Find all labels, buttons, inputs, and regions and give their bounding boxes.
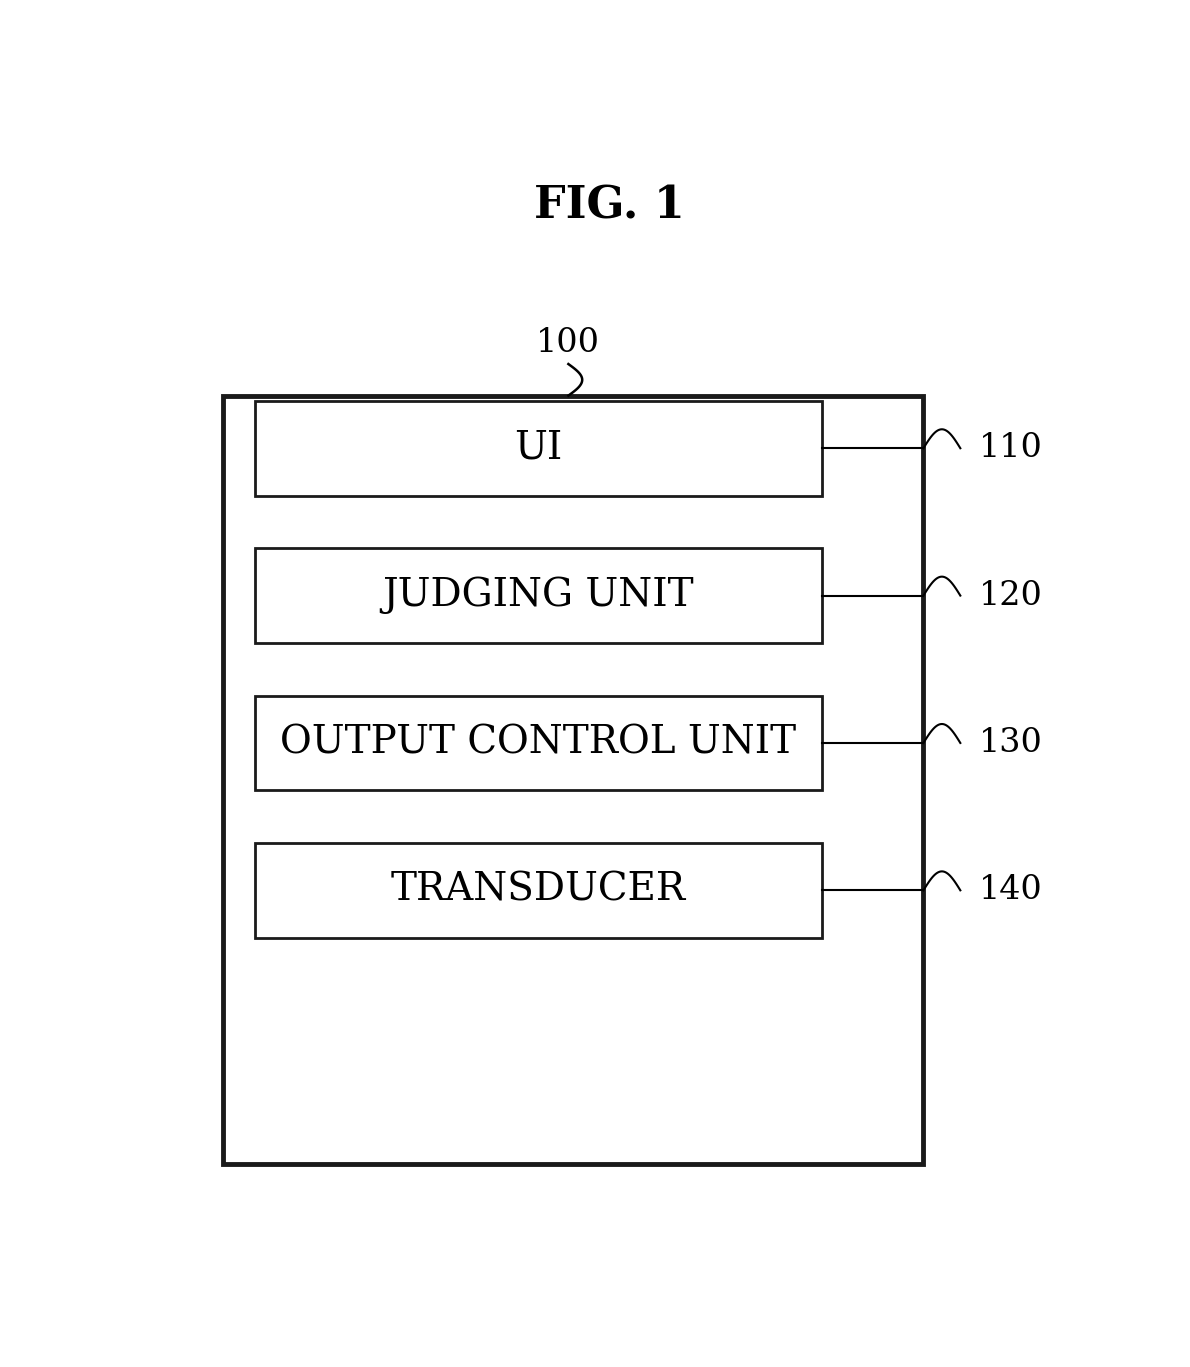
Bar bbox=[223, 395, 923, 1165]
Text: TRANSDUCER: TRANSDUCER bbox=[390, 872, 685, 909]
Text: 140: 140 bbox=[978, 875, 1042, 906]
Text: 110: 110 bbox=[978, 432, 1042, 465]
Bar bbox=[255, 843, 822, 938]
Text: 130: 130 bbox=[978, 727, 1042, 759]
Text: 120: 120 bbox=[978, 580, 1042, 611]
Bar bbox=[255, 696, 822, 790]
Text: OUTPUT CONTROL UNIT: OUTPUT CONTROL UNIT bbox=[281, 725, 796, 761]
Text: UI: UI bbox=[514, 429, 563, 466]
Text: 100: 100 bbox=[537, 327, 601, 358]
Text: FIG. 1: FIG. 1 bbox=[534, 185, 685, 228]
Text: JUDGING UNIT: JUDGING UNIT bbox=[383, 577, 694, 614]
Bar bbox=[255, 401, 822, 496]
Bar bbox=[255, 548, 822, 642]
